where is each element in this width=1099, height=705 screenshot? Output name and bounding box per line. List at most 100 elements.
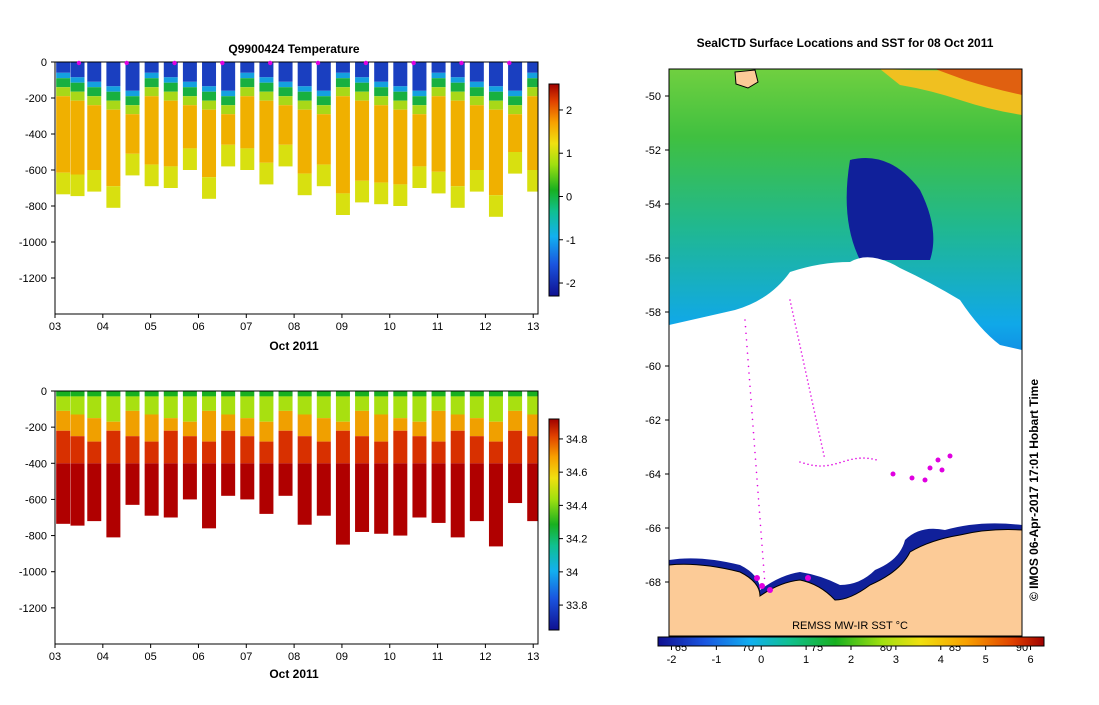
profile-layer xyxy=(144,441,159,464)
track-point xyxy=(745,332,747,335)
profile-layer xyxy=(393,91,408,101)
profile-layer xyxy=(450,430,465,464)
profile-layer xyxy=(202,441,217,464)
track-point xyxy=(803,462,805,464)
profile-layer xyxy=(355,410,370,437)
track-point xyxy=(817,427,819,429)
track-point xyxy=(799,347,802,349)
profile-layer xyxy=(106,62,121,87)
profile-column xyxy=(297,391,312,525)
profile-layer xyxy=(278,430,293,464)
track-point xyxy=(797,339,800,341)
track-point xyxy=(757,491,759,494)
y-tick-label: -1200 xyxy=(19,603,47,615)
profile-layer xyxy=(374,96,389,106)
track-point xyxy=(808,387,811,389)
track-point xyxy=(804,367,806,369)
track-point xyxy=(795,327,797,329)
profile-layer xyxy=(259,91,274,101)
profile-layer xyxy=(469,396,484,419)
track-point xyxy=(818,435,821,437)
profile-layer xyxy=(412,436,427,464)
profile-layer xyxy=(469,105,484,170)
profile-layer xyxy=(70,77,85,83)
profile-layer xyxy=(125,62,140,91)
profile-column xyxy=(278,62,293,167)
y-tick-label: -1000 xyxy=(19,237,47,249)
profile-layer xyxy=(393,62,408,87)
profile-layer xyxy=(374,441,389,464)
profile-layer xyxy=(527,62,538,73)
profile-layer xyxy=(412,96,427,106)
track-point xyxy=(763,577,766,580)
profile-layer xyxy=(56,463,71,524)
profile-layer xyxy=(87,81,102,88)
profile-layer xyxy=(508,152,523,174)
profile-layer xyxy=(297,100,312,110)
profile-layer xyxy=(182,87,197,97)
profile-layer xyxy=(335,430,350,464)
track-point xyxy=(757,498,760,500)
y-tick-label: 0 xyxy=(41,57,47,69)
track-point xyxy=(750,398,752,401)
profile-layer xyxy=(374,396,389,415)
profile-layer xyxy=(144,87,159,97)
profile-column xyxy=(240,62,255,170)
profile-layer xyxy=(221,414,236,431)
y-tick-label: -800 xyxy=(25,531,47,543)
profile-layer xyxy=(335,87,350,97)
profile-layer xyxy=(374,62,389,82)
profile-layer xyxy=(412,114,427,167)
profile-layer xyxy=(316,114,331,165)
profile-column xyxy=(106,62,121,208)
colorbar-tick-label: 2 xyxy=(566,105,572,117)
track-point xyxy=(756,478,758,480)
y-tick-label: -200 xyxy=(25,93,47,105)
profile-layer xyxy=(106,86,121,92)
profile-layer xyxy=(488,62,503,87)
track-point xyxy=(790,307,793,309)
track-point xyxy=(875,458,877,461)
profile-column xyxy=(450,391,465,538)
profile-layer xyxy=(221,90,236,97)
profile-layer xyxy=(488,463,503,547)
profile-column xyxy=(355,391,370,532)
profile-layer xyxy=(144,96,159,165)
surface-marker xyxy=(76,60,82,66)
map-lat-label: -68 xyxy=(645,577,661,589)
salinity-panel: 03 04 05 06 07 08 09 10 11 12 13 0 -200 -400 -600 -800 -… xyxy=(19,386,588,681)
profile-column xyxy=(87,391,102,522)
track-point xyxy=(801,355,804,357)
track-point xyxy=(755,464,757,467)
track-point xyxy=(752,425,754,427)
profile-layer xyxy=(202,91,217,101)
ctd-location xyxy=(909,475,915,481)
track-point xyxy=(793,319,796,321)
profile-layer xyxy=(469,391,484,397)
profile-layer xyxy=(431,463,446,523)
profile-layer xyxy=(335,62,350,73)
profile-layer xyxy=(221,114,236,145)
profile-layer xyxy=(527,87,538,97)
colorbar-tick-label: 1 xyxy=(566,148,572,160)
profile-layer xyxy=(393,100,408,110)
track-point xyxy=(751,411,753,414)
surface-marker xyxy=(459,60,464,66)
track-point xyxy=(821,447,824,449)
profile-column xyxy=(259,391,274,514)
track-point xyxy=(760,531,762,533)
profile-layer xyxy=(240,87,255,97)
map-lat-label: -56 xyxy=(645,253,661,265)
profile-layer xyxy=(508,96,523,106)
profile-layer xyxy=(450,391,465,397)
salinity-colorbar-ticks: 34.8 34.6 34.4 34.2 34 33.8 xyxy=(559,434,587,612)
profile-layer xyxy=(431,441,446,464)
colorbar-tick-label: 34.8 xyxy=(566,434,587,446)
profile-layer xyxy=(182,105,197,149)
profile-layer xyxy=(221,62,236,91)
y-tick-label: 0 xyxy=(41,386,47,398)
profile-layer xyxy=(163,91,178,101)
profile-layer xyxy=(412,166,427,188)
profile-layer xyxy=(488,391,503,397)
track-point xyxy=(747,358,749,361)
